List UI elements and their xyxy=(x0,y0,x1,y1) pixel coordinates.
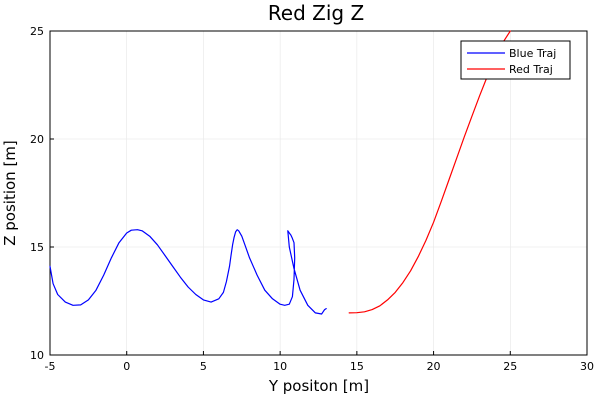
x-tick-label: 15 xyxy=(350,360,364,373)
y-tick-label: 15 xyxy=(30,241,44,254)
legend: Blue Traj Red Traj xyxy=(460,40,571,80)
legend-box xyxy=(460,40,571,80)
legend-label-red: Red Traj xyxy=(509,63,553,76)
series-line-0 xyxy=(49,229,327,315)
plot-frame xyxy=(49,30,588,356)
x-tick-label: 20 xyxy=(427,360,441,373)
y-tick-label: 20 xyxy=(30,133,44,146)
x-tick-label: 25 xyxy=(503,360,517,373)
grid xyxy=(49,30,588,356)
x-axis-label: Y positon [m] xyxy=(268,377,369,395)
y-tick-label: 10 xyxy=(30,349,44,362)
x-tick-label: 0 xyxy=(123,360,130,373)
legend-label-blue: Blue Traj xyxy=(509,47,556,60)
y-axis-ticks: 10 15 20 25 xyxy=(30,25,54,362)
x-tick-label: -5 xyxy=(45,360,56,373)
x-tick-label: 10 xyxy=(273,360,287,373)
x-axis-ticks: -5 0 5 10 15 20 25 30 xyxy=(45,351,594,373)
y-axis-label: Z position [m] xyxy=(1,140,19,246)
x-tick-label: 30 xyxy=(580,360,594,373)
chart-title: Red Zig Z xyxy=(268,1,364,25)
series-lines xyxy=(49,30,511,315)
x-tick-label: 5 xyxy=(200,360,207,373)
y-tick-label: 25 xyxy=(30,25,44,38)
series-line-1 xyxy=(348,30,511,314)
